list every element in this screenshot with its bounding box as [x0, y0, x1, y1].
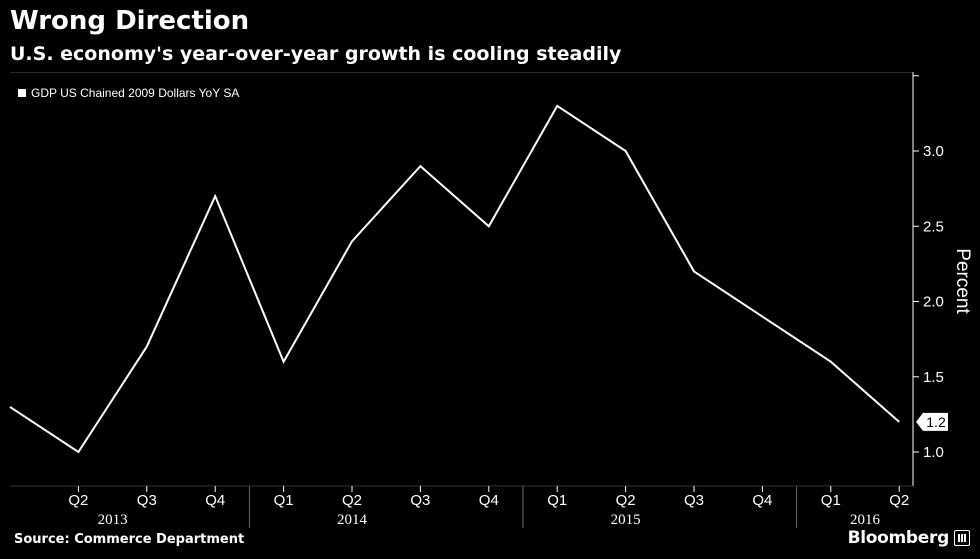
- x-tick-label: Q3: [137, 492, 157, 509]
- x-tick-label: Q1: [274, 492, 294, 509]
- y-tick-label: 2.5: [923, 218, 944, 235]
- y-tick-label: 1.0: [923, 444, 944, 461]
- legend-label: GDP US Chained 2009 Dollars YoY SA: [31, 86, 240, 100]
- bloomberg-logo-icon: [954, 530, 970, 546]
- last-value-label: 1.2: [926, 414, 946, 430]
- y-tick-label: 2.0: [923, 294, 944, 311]
- x-tick-label: Q3: [410, 492, 430, 509]
- plot-area: [10, 72, 913, 487]
- source-note: Source: Commerce Department: [14, 532, 245, 547]
- year-label: 2014: [337, 512, 368, 528]
- year-label: 2016: [850, 512, 881, 528]
- x-tick-label: Q1: [821, 492, 841, 509]
- y-tick-label: 1.5: [923, 369, 944, 386]
- x-tick-label: Q1: [547, 492, 567, 509]
- legend: GDP US Chained 2009 Dollars YoY SA: [18, 86, 239, 100]
- series-line: [9, 104, 900, 454]
- y-tick-label: 3.0: [923, 143, 944, 160]
- chart-subtitle: U.S. economy's year-over-year growth is …: [10, 43, 622, 65]
- year-label: 2015: [611, 512, 641, 528]
- y-axis-title: Percent: [952, 248, 973, 314]
- x-tick-label: Q4: [479, 492, 499, 509]
- year-label: 2013: [98, 512, 128, 528]
- legend-swatch: [18, 89, 26, 97]
- x-tick-label: Q2: [68, 492, 88, 509]
- axes: [10, 72, 919, 528]
- brand-name: Bloomberg: [847, 528, 950, 548]
- x-tick-label: Q4: [752, 492, 772, 509]
- x-tick-label: Q4: [205, 492, 225, 509]
- x-tick-label: Q3: [684, 492, 704, 509]
- last-value-flag: [916, 412, 948, 431]
- labels-group: 1.0 1.5 2.0 2.5 3.0 Percent Q2 Q3 Q4 Q1 Q2 Q3 Q4 Q1 Q2…: [68, 143, 973, 528]
- x-tick-label: Q2: [616, 492, 636, 509]
- x-tick-label: Q2: [342, 492, 362, 509]
- brand-logo: Bloomberg: [848, 528, 970, 548]
- series-group: [9, 104, 900, 454]
- chart-title: Wrong Direction: [10, 6, 250, 36]
- x-tick-label: Q2: [889, 492, 909, 509]
